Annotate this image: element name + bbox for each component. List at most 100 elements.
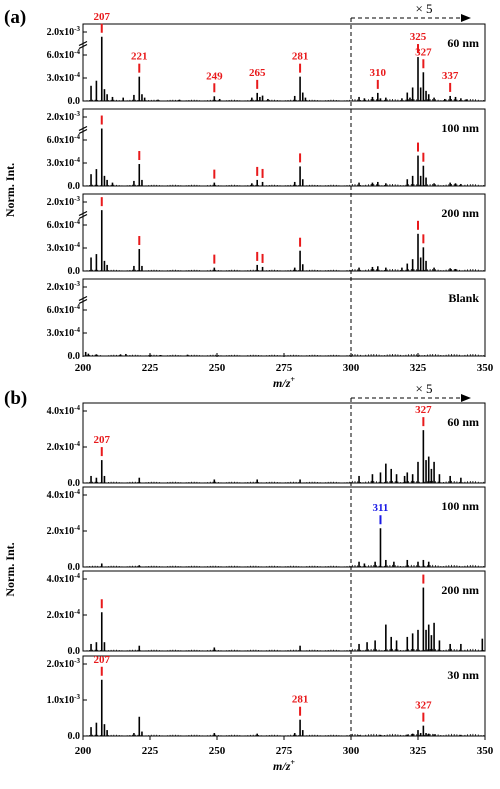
y-tick-label: 6.0x10-4 bbox=[47, 133, 81, 146]
plot-frame bbox=[82, 108, 486, 187]
series-label: 100 nm bbox=[441, 121, 479, 135]
axis-break bbox=[78, 125, 88, 132]
panel-b-label: (b) bbox=[4, 388, 27, 409]
plot-frame bbox=[82, 278, 486, 357]
annotation-label-337: 337 bbox=[442, 70, 459, 82]
plot-frame bbox=[82, 655, 486, 737]
y-tick-label: 0.0 bbox=[68, 96, 81, 107]
x-tick-label: 300 bbox=[343, 362, 360, 374]
y-tick-label: 2.0x10-3 bbox=[47, 25, 81, 38]
spectrum-200-nm: 0.0 2.0x10-4 4.0x10-4 200 nm bbox=[47, 570, 486, 657]
axis-break bbox=[78, 210, 88, 217]
axis-break bbox=[78, 213, 88, 220]
y-tick-label: 3.0x10-4 bbox=[47, 326, 81, 339]
series-label: 200 nm bbox=[441, 206, 479, 220]
x-tick-label: 250 bbox=[209, 362, 226, 374]
y-tick-label: 0.0 bbox=[68, 478, 81, 489]
annotation-label-207: 207 bbox=[94, 654, 111, 666]
annotation-label-207: 207 bbox=[94, 11, 111, 23]
y-tick-label: 0.0 bbox=[68, 181, 81, 192]
y-tick-label: 0.0 bbox=[68, 351, 81, 362]
y-tick-label: 3.0x10-4 bbox=[47, 71, 81, 84]
panel-a-label: (a) bbox=[4, 7, 26, 28]
x-tick-label: 275 bbox=[276, 362, 293, 374]
spectrum-60-nm: 0.0 2.0x10-4 4.0x10-4 60 nm 207 327 bbox=[47, 402, 486, 489]
x-tick-label: 225 bbox=[142, 745, 159, 757]
baseline-noise bbox=[83, 354, 485, 356]
annotation-label-327: 327 bbox=[415, 700, 432, 712]
y-tick-label: 2.0x10-3 bbox=[47, 195, 81, 208]
spectrum-60-nm: 0.0 3.0x10-4 6.0x10-4 2.0x10-3 60 nm 207 221 24… bbox=[47, 11, 486, 107]
axis-break bbox=[78, 128, 88, 135]
spectrum-blank: 0.0 3.0x10-4 6.0x10-4 2.0x10-3 Blank bbox=[47, 278, 486, 362]
annotation-label-281: 281 bbox=[292, 51, 309, 63]
y-tick-label: 2.0x10-3 bbox=[47, 657, 81, 670]
axis-break bbox=[78, 295, 88, 302]
y-tick-label: 6.0x10-4 bbox=[47, 48, 81, 61]
annotation-label-327: 327 bbox=[415, 404, 432, 416]
x-tick-label: 225 bbox=[142, 362, 159, 374]
series-label: 100 nm bbox=[441, 499, 479, 513]
baseline-noise bbox=[83, 648, 485, 651]
y-tick-label: 2.0x10-4 bbox=[47, 440, 81, 453]
y-tick-label: 0.0 bbox=[68, 646, 81, 657]
series-label: 200 nm bbox=[441, 583, 479, 597]
x-axis-label: m/z+ bbox=[273, 375, 295, 390]
x-tick-label: 325 bbox=[410, 745, 427, 757]
y-tick-label: 6.0x10-4 bbox=[47, 303, 81, 316]
y-tick-label: 2.0x10-3 bbox=[47, 280, 81, 293]
y-axis-label: Norm. Int. bbox=[3, 163, 17, 217]
x-axis-label: m/z+ bbox=[273, 758, 295, 773]
y-tick-label: 4.0x10-4 bbox=[47, 404, 81, 417]
y-axis-label: Norm. Int. bbox=[3, 542, 17, 596]
annotation-label-310: 310 bbox=[370, 67, 387, 79]
x-tick-label: 200 bbox=[75, 362, 92, 374]
annotation-label-281: 281 bbox=[292, 694, 309, 706]
axis-break bbox=[78, 43, 88, 50]
baseline-noise bbox=[83, 733, 485, 736]
panel-b-plot: × 50.02.0x10-44.0x10-460 nm2073270.02.0x… bbox=[3, 381, 494, 773]
x-tick-label: 325 bbox=[410, 362, 427, 374]
x5-arrow-head bbox=[461, 394, 471, 402]
y-tick-label: 4.0x10-4 bbox=[47, 488, 81, 501]
x-tick-label: 275 bbox=[276, 745, 293, 757]
x5-label: × 5 bbox=[415, 1, 432, 16]
annotation-label-327: 327 bbox=[415, 46, 432, 58]
baseline-noise bbox=[83, 99, 485, 101]
baseline-noise bbox=[83, 480, 485, 483]
x-tick-label: 350 bbox=[477, 745, 494, 757]
plot-frame bbox=[82, 193, 486, 272]
annotation-label-249: 249 bbox=[206, 70, 223, 82]
plot-frame bbox=[82, 486, 486, 568]
axis-break bbox=[78, 298, 88, 305]
spectrum-100-nm: 0.0 2.0x10-4 4.0x10-4 100 nm 311 bbox=[47, 486, 486, 573]
y-tick-label: 2.0x10-4 bbox=[47, 524, 81, 537]
y-tick-label: 3.0x10-4 bbox=[47, 241, 81, 254]
series-label: 60 nm bbox=[447, 36, 479, 50]
spectrum-30-nm: 0.0 1.0x10-3 2.0x10-3 30 nm 207 281 327 bbox=[47, 654, 486, 742]
spectrum-100-nm: 0.0 3.0x10-4 6.0x10-4 2.0x10-3 100 nm bbox=[47, 108, 486, 192]
annotation-label-325: 325 bbox=[410, 31, 427, 43]
y-tick-label: 0.0 bbox=[68, 731, 81, 742]
plot-frame bbox=[82, 23, 486, 102]
y-tick-label: 2.0x10-3 bbox=[47, 110, 81, 123]
series-label: 30 nm bbox=[447, 668, 479, 682]
baseline-noise bbox=[83, 184, 485, 186]
annotation-label-311: 311 bbox=[373, 502, 389, 514]
baseline-noise bbox=[83, 564, 485, 567]
plot-frame bbox=[82, 570, 486, 652]
y-tick-label: 6.0x10-4 bbox=[47, 218, 81, 231]
series-label: 60 nm bbox=[447, 415, 479, 429]
baseline-noise bbox=[83, 269, 485, 271]
spectrum-200-nm: 0.0 3.0x10-4 6.0x10-4 2.0x10-3 200 nm bbox=[47, 193, 486, 277]
x-tick-label: 250 bbox=[209, 745, 226, 757]
annotation-label-207: 207 bbox=[94, 434, 111, 446]
panel-a-plot: × 5 0.0 3.0x10-4 6.0x10-4 2.0x10-3 60 nm 207 22… bbox=[3, 1, 494, 390]
y-tick-label: 0.0 bbox=[68, 266, 81, 277]
x5-label: × 5 bbox=[415, 381, 432, 396]
x-tick-label: 200 bbox=[75, 745, 92, 757]
series-label: Blank bbox=[448, 291, 479, 305]
y-tick-label: 2.0x10-4 bbox=[47, 608, 81, 621]
x-tick-label: 350 bbox=[477, 362, 494, 374]
